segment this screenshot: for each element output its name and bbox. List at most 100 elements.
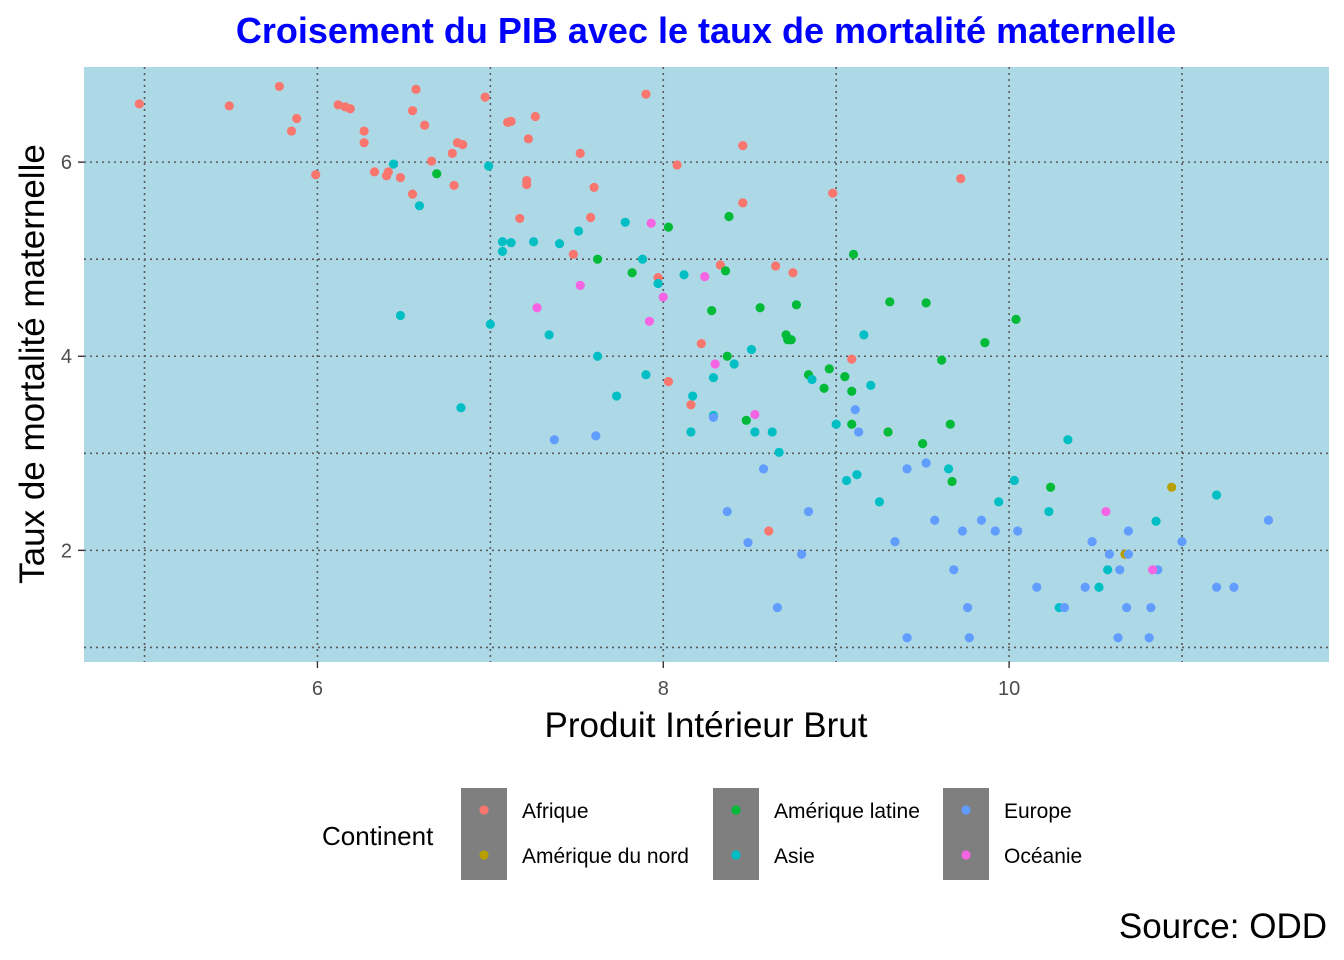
point-asie (497, 246, 508, 257)
point-asie (708, 373, 719, 383)
point-afrique (411, 84, 421, 94)
point-afrique (738, 141, 748, 151)
y-tick-label: 4 (61, 346, 72, 368)
point-europe (930, 515, 940, 525)
point-europe (803, 506, 814, 517)
point-asie (456, 403, 466, 413)
point-amerique-latine (947, 476, 957, 487)
point-afrique (224, 101, 234, 111)
legend-label: Afrique (522, 800, 589, 823)
point-asie (1212, 490, 1222, 500)
legend-key (961, 850, 971, 860)
point-amerique-latine (918, 439, 928, 449)
point-europe (743, 538, 753, 548)
point-afrique (641, 89, 651, 99)
legend-key (479, 805, 489, 815)
point-afrique (369, 167, 380, 177)
point-asie (554, 239, 565, 249)
point-asie (484, 161, 494, 171)
point-europe (758, 464, 769, 474)
point-europe (797, 549, 807, 559)
point-asie (688, 391, 698, 401)
legend-key-box (461, 788, 507, 880)
point-amerique-latine (1046, 482, 1056, 492)
point-europe (949, 565, 959, 575)
point-asie (573, 226, 584, 236)
point-afrique (426, 156, 437, 166)
point-asie (611, 391, 622, 401)
point-asie (592, 351, 603, 361)
legend-key (731, 850, 741, 860)
point-oceanie (710, 359, 720, 369)
point-oceanie (1148, 565, 1158, 575)
point-oceanie (658, 292, 668, 302)
point-europe (1229, 582, 1239, 592)
point-asie (1044, 506, 1054, 517)
point-afrique (515, 213, 525, 224)
x-tick-label: 10 (998, 678, 1020, 700)
x-axis-ticks: 6 8 10 (312, 662, 1020, 700)
y-tick-label: 2 (61, 540, 72, 562)
y-axis-title: Taux de mortalité maternelle (13, 144, 52, 584)
point-europe (1177, 537, 1187, 547)
point-oceanie (646, 218, 656, 228)
point-amerique-latine (707, 306, 717, 316)
point-afrique (771, 261, 781, 271)
point-afrique (696, 339, 706, 349)
point-asie (620, 217, 630, 227)
point-amerique-latine (847, 419, 857, 429)
point-afrique (663, 376, 674, 387)
point-amerique-latine (885, 297, 895, 307)
point-amerique-latine (945, 419, 955, 429)
point-afrique (420, 120, 430, 130)
point-europe (549, 435, 559, 445)
point-afrique (589, 182, 599, 192)
point-afrique (575, 148, 585, 158)
point-asie (874, 497, 885, 507)
point-asie (485, 319, 495, 329)
caption-source: Source: ODD (1119, 907, 1327, 946)
point-afrique (686, 400, 696, 410)
point-amerique-latine (848, 249, 859, 259)
point-asie (679, 270, 689, 280)
point-afrique (311, 170, 321, 180)
point-europe (1144, 633, 1154, 643)
point-europe (1146, 603, 1156, 613)
point-afrique (738, 198, 748, 208)
point-asie (544, 330, 554, 340)
point-afrique (274, 81, 284, 92)
point-afrique (383, 167, 393, 177)
point-asie (831, 419, 841, 429)
point-europe (1080, 582, 1090, 592)
point-asie (1063, 435, 1073, 445)
point-amerique-latine (791, 300, 802, 310)
point-afrique (447, 148, 457, 158)
point-afrique (568, 249, 578, 259)
point-europe (964, 633, 974, 643)
point-amerique-latine (921, 298, 931, 308)
legend: Continent Afrique Amérique du nord Amériqu… (322, 788, 1082, 880)
point-afrique (359, 138, 369, 148)
point-amerique-latine (819, 383, 829, 393)
point-asie (1094, 582, 1104, 592)
point-afrique (828, 188, 838, 198)
point-afrique (449, 180, 459, 191)
point-afrique (458, 140, 468, 150)
point-oceanie (700, 272, 710, 282)
point-asie (1009, 475, 1019, 486)
point-amerique-latine (1011, 314, 1021, 324)
point-afrique (134, 99, 144, 109)
point-europe (1122, 603, 1132, 613)
point-europe (957, 526, 968, 536)
point-afrique (788, 268, 798, 278)
point-europe (1212, 582, 1222, 592)
point-asie (746, 344, 757, 355)
point-amerique-latine (840, 372, 850, 382)
point-amerique-latine (883, 427, 893, 437)
point-europe (902, 633, 912, 643)
point-asie (414, 201, 425, 211)
x-tick-label: 6 (312, 678, 323, 700)
point-asie (994, 497, 1004, 507)
point-asie (866, 380, 876, 390)
point-asie (750, 427, 760, 437)
